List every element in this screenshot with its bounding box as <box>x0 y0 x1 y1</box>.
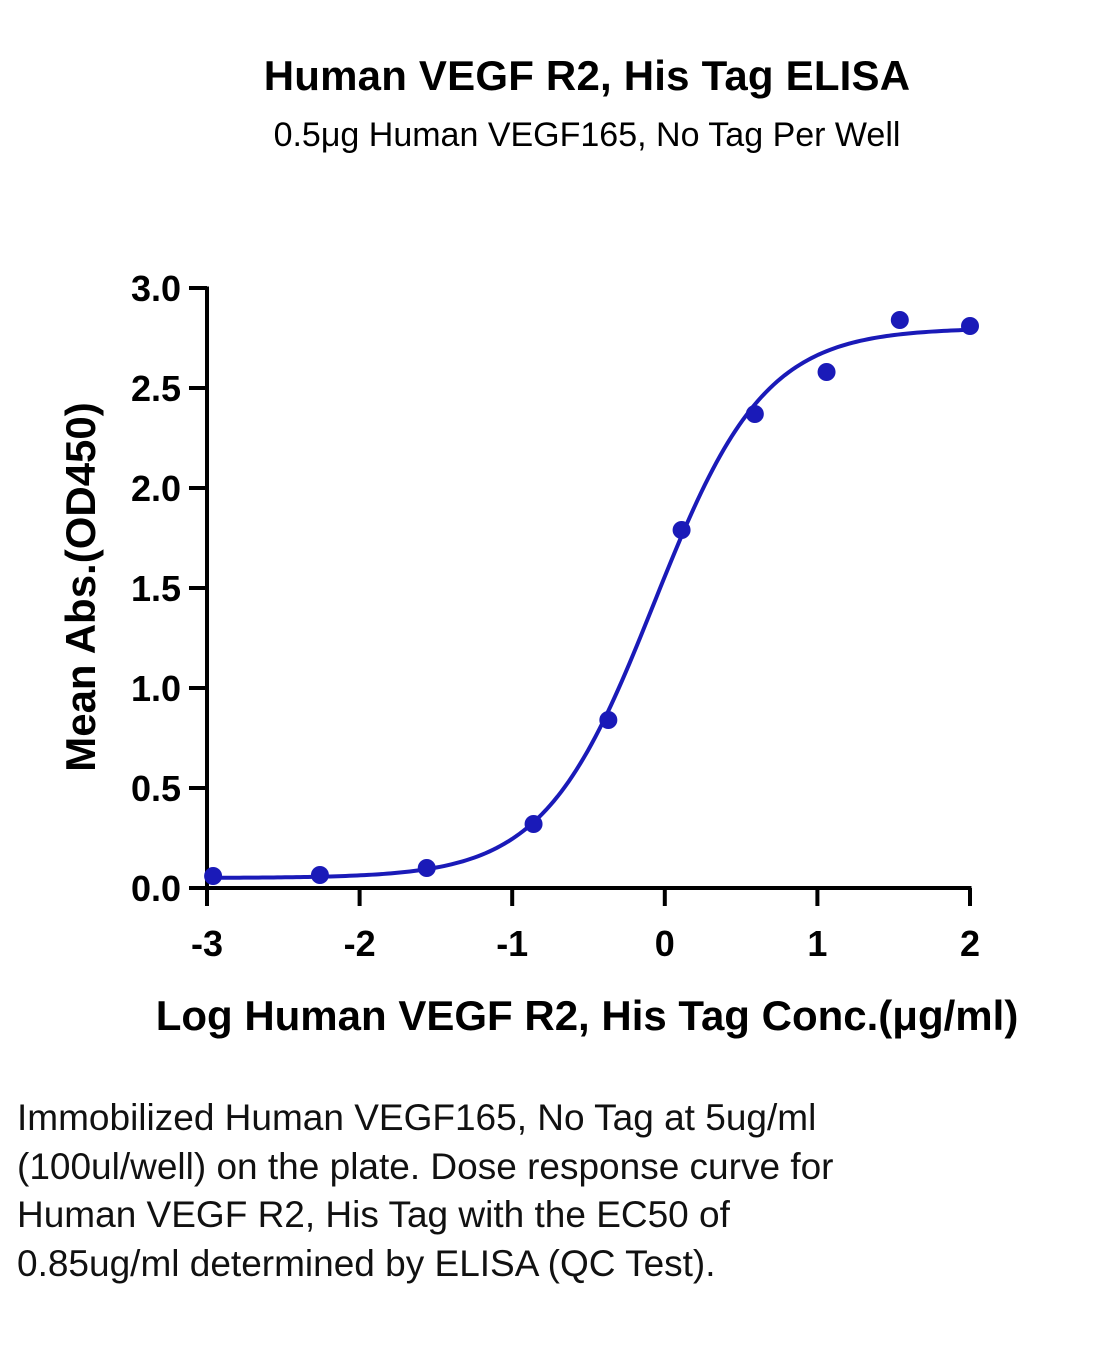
y-axis-label: Mean Abs.(OD450) <box>57 402 104 772</box>
y-tick-label: 3.0 <box>131 268 181 309</box>
fit-curve-group <box>213 327 971 880</box>
dose-response-chart: 0.0 0.5 1.0 1.5 2.0 2.5 3.0 -3 -2 -1 0 1 2 Log Human… <box>57 268 1019 1039</box>
fit-curve <box>213 327 971 880</box>
data-point <box>310 866 329 884</box>
data-point <box>204 867 223 885</box>
data-point <box>599 711 618 729</box>
x-tick-label: -2 <box>344 923 376 964</box>
data-point <box>961 317 979 335</box>
data-point <box>890 311 909 329</box>
axes: 0.0 0.5 1.0 1.5 2.0 2.5 3.0 -3 -2 -1 0 1 2 <box>131 268 980 964</box>
x-tick-label: -1 <box>496 923 528 964</box>
x-tick-label: 1 <box>807 923 827 964</box>
y-tick-label: 0.5 <box>131 768 181 809</box>
x-axis-label: Log Human VEGF R2, His Tag Conc.(μg/ml) <box>156 992 1019 1039</box>
x-tick-label: 0 <box>655 923 675 964</box>
y-tick-label: 2.0 <box>131 468 181 509</box>
chart-subtitle: 0.5μg Human VEGF165, No Tag Per Well <box>273 116 901 154</box>
data-point <box>817 363 836 381</box>
data-point <box>417 859 436 877</box>
y-tick-label: 0.0 <box>131 868 181 909</box>
y-tick-label: 1.0 <box>131 668 181 709</box>
data-points <box>204 311 979 885</box>
chart-title: Human VEGF R2, His Tag ELISA <box>263 52 911 99</box>
data-point <box>672 521 691 539</box>
figure-caption: Immobilized Human VEGF165, No Tag at 5ug… <box>17 1097 834 1284</box>
x-tick-label: -3 <box>191 923 223 964</box>
data-point <box>745 405 764 423</box>
data-point <box>524 815 543 833</box>
x-tick-label: 2 <box>960 923 980 964</box>
y-tick-label: 2.5 <box>131 368 181 409</box>
y-tick-label: 1.5 <box>131 568 181 609</box>
